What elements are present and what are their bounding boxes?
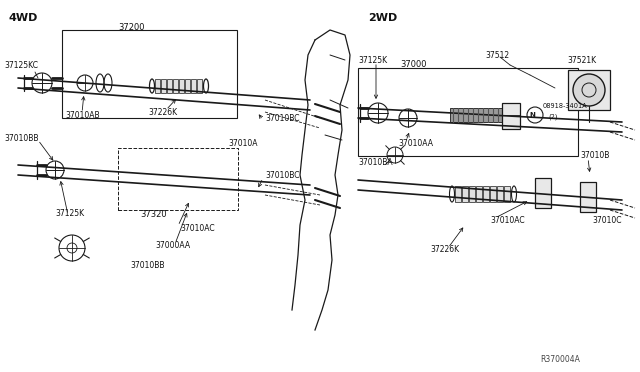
Text: 4WD: 4WD xyxy=(8,13,37,23)
Bar xyxy=(179,79,184,93)
Bar xyxy=(161,79,166,93)
Bar xyxy=(462,186,468,202)
Bar xyxy=(568,70,610,110)
Bar xyxy=(185,79,190,93)
Text: R370004A: R370004A xyxy=(540,356,580,365)
Text: 37125KC: 37125KC xyxy=(4,61,38,70)
Bar xyxy=(450,108,502,122)
Bar xyxy=(535,178,551,208)
Bar xyxy=(167,79,172,93)
Bar xyxy=(155,79,160,93)
Bar xyxy=(118,148,238,210)
Text: 37010C: 37010C xyxy=(592,215,621,224)
Bar xyxy=(62,30,237,118)
Bar xyxy=(358,68,578,156)
Text: (2): (2) xyxy=(548,114,557,120)
Text: 37010BC: 37010BC xyxy=(265,170,300,180)
Text: 37010A: 37010A xyxy=(228,138,257,148)
Text: 37010AC: 37010AC xyxy=(180,224,214,232)
Text: 37521K: 37521K xyxy=(567,55,596,64)
Bar xyxy=(502,103,520,129)
Text: 37010B: 37010B xyxy=(580,151,609,160)
Bar xyxy=(191,79,196,93)
Bar xyxy=(497,186,503,202)
Text: 08918-3401A: 08918-3401A xyxy=(543,103,588,109)
Bar xyxy=(580,182,596,212)
Bar xyxy=(483,186,489,202)
Text: 37010BA: 37010BA xyxy=(358,157,392,167)
Text: 37226K: 37226K xyxy=(430,246,459,254)
Text: 37010BC: 37010BC xyxy=(265,113,300,122)
Text: 37010BB: 37010BB xyxy=(130,260,164,269)
Text: N: N xyxy=(529,112,535,118)
Circle shape xyxy=(573,74,605,106)
Bar xyxy=(490,186,496,202)
Text: 37125K: 37125K xyxy=(358,55,387,64)
Text: 37320: 37320 xyxy=(140,209,166,218)
Bar xyxy=(504,186,510,202)
Text: 37000AA: 37000AA xyxy=(155,241,190,250)
Text: 37010AB: 37010AB xyxy=(65,110,100,119)
Text: 37125K: 37125K xyxy=(55,208,84,218)
Text: 37010BB: 37010BB xyxy=(4,134,38,142)
Text: 37226K: 37226K xyxy=(148,108,177,116)
Text: 37000: 37000 xyxy=(400,60,426,68)
Text: 37010AA: 37010AA xyxy=(398,138,433,148)
Bar xyxy=(173,79,178,93)
Bar xyxy=(476,186,482,202)
Text: 37512: 37512 xyxy=(485,51,509,60)
Text: 2WD: 2WD xyxy=(368,13,397,23)
Bar xyxy=(197,79,202,93)
Bar xyxy=(455,186,461,202)
Text: 37010AC: 37010AC xyxy=(490,215,525,224)
Text: 37200: 37200 xyxy=(118,22,145,32)
Bar xyxy=(469,186,475,202)
